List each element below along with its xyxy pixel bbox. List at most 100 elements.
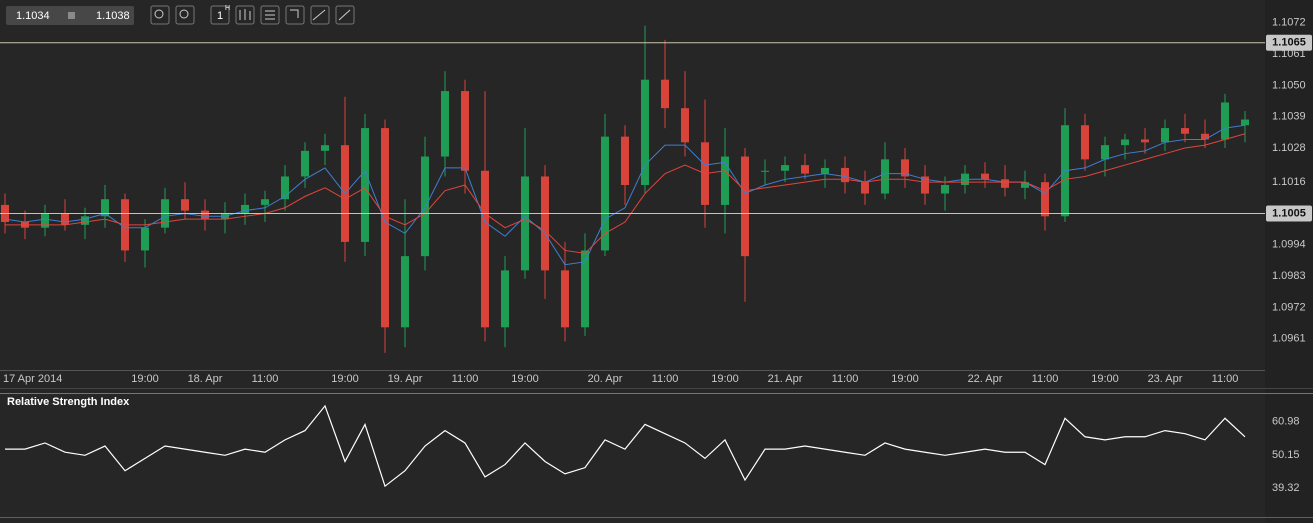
x-tick-label: 19:00: [131, 373, 159, 385]
candle-body: [461, 91, 469, 171]
candle-body: [661, 79, 669, 109]
candle-body: [481, 170, 489, 328]
candle-body: [981, 173, 989, 180]
indicators-button[interactable]: [260, 5, 280, 25]
candle-body: [561, 270, 569, 328]
candle-body: [821, 167, 829, 174]
y-tick-label: 1.0983: [1272, 270, 1306, 282]
y-tick-label: 1.1072: [1272, 17, 1306, 29]
x-tick-label: 19:00: [711, 373, 739, 385]
y-tick-label: 1.0972: [1272, 301, 1306, 313]
candle-body: [301, 150, 309, 177]
candle-body: [581, 250, 589, 328]
y-tick-label: 1.1050: [1272, 79, 1306, 91]
bid-price: 1.1034: [16, 10, 50, 22]
candle-body: [1001, 179, 1009, 188]
toolbar: 1.1034 1.1038 1 H: [6, 5, 355, 25]
zoom-in-button[interactable]: [175, 5, 195, 25]
x-tick-label: 19:00: [1091, 373, 1119, 385]
indicator-line: [5, 133, 1246, 254]
zoom-in-icon: [179, 9, 189, 19]
x-tick-label: 18. Apr: [188, 373, 223, 385]
zoom-out-icon: [154, 9, 164, 19]
x-tick-label: 11:00: [252, 373, 279, 385]
candle-body: [401, 256, 409, 328]
price-box: [1266, 34, 1312, 51]
candle-body: [1241, 119, 1249, 126]
price-box-label: 1.1065: [1272, 37, 1306, 49]
copy-button[interactable]: [285, 5, 305, 25]
draw-button[interactable]: [335, 5, 355, 25]
candle-body: [841, 167, 849, 183]
x-tick-label: 19:00: [511, 373, 539, 385]
candle-body: [41, 213, 49, 228]
candle-body: [321, 145, 329, 151]
x-tick-label: 23. Apr: [1148, 373, 1183, 385]
y-tick-label: 50.15: [1272, 449, 1300, 461]
x-tick-label: 17 Apr 2014: [3, 373, 62, 385]
x-tick-label: 11:00: [832, 373, 859, 385]
y-tick-label: 60.98: [1272, 415, 1300, 427]
candle-body: [521, 176, 529, 271]
rsi-title: Relative Strength Index: [7, 396, 130, 408]
candle-body: [81, 216, 89, 225]
toolbar-icons: [239, 9, 351, 21]
candle-body: [201, 210, 209, 220]
candle-body: [381, 128, 389, 328]
candle-body: [1081, 125, 1089, 160]
interval-button[interactable]: [210, 5, 230, 25]
candle-body: [621, 136, 629, 185]
interval: 1: [217, 10, 223, 22]
candle-body: [681, 108, 689, 143]
y-tick-label: 1.1039: [1272, 111, 1306, 123]
candle-body: [101, 199, 109, 217]
candle-body: [361, 128, 369, 242]
y-tick-label: 1.1016: [1272, 176, 1306, 188]
candle-body: [721, 156, 729, 205]
candle-body: [741, 156, 749, 257]
y-tick-label: 1.0994: [1272, 239, 1306, 251]
y-tick-label: 39.32: [1272, 482, 1300, 494]
y-tick-label: 1.1061: [1272, 48, 1306, 60]
candle-body: [541, 176, 549, 271]
y-tick-label: 1.0961: [1272, 333, 1306, 345]
candle-body: [1141, 139, 1149, 143]
x-tick-label: 11:00: [1212, 373, 1239, 385]
x-tick-label: 11:00: [1032, 373, 1059, 385]
indicator-line: [4, 124, 1246, 266]
interval-unit: H: [225, 5, 230, 12]
candle-body: [641, 79, 649, 185]
candle-body: [1161, 128, 1169, 143]
x-tick-label: 21. Apr: [768, 373, 803, 385]
candle-body: [1221, 102, 1229, 140]
candle-body: [1201, 133, 1209, 140]
candle-body: [1041, 182, 1049, 217]
x-tick-label: 19:00: [331, 373, 359, 385]
candle-body: [761, 170, 769, 172]
chart-type-button[interactable]: [235, 5, 255, 25]
spread-icon: [68, 12, 75, 19]
zoom-out-button[interactable]: [150, 5, 170, 25]
candle-body: [281, 176, 289, 200]
candle-body: [901, 159, 909, 177]
x-tick-label: 11:00: [452, 373, 479, 385]
price-box-label: 1.1005: [1272, 207, 1306, 219]
candle-body: [1181, 128, 1189, 134]
candle-body: [1021, 182, 1029, 188]
y-tick-label: 1.1028: [1272, 142, 1306, 154]
x-tick-label: 19. Apr: [388, 373, 423, 385]
indicator-line: [5, 404, 1246, 488]
candle-body: [241, 204, 249, 214]
candle-body: [181, 199, 189, 211]
candle-body: [941, 185, 949, 194]
candle-body: [421, 156, 429, 257]
ask-price: 1.1038: [96, 10, 130, 22]
candle-body: [141, 227, 149, 251]
candle-body: [881, 159, 889, 194]
price-box: [1266, 205, 1312, 222]
axis-background: [1265, 0, 1313, 523]
x-tick-label: 11:00: [652, 373, 679, 385]
candle-body: [1121, 139, 1129, 146]
edit-button[interactable]: [310, 5, 330, 25]
